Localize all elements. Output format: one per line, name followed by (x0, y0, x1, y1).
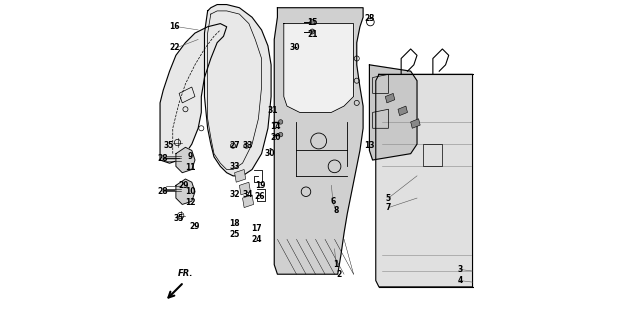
Polygon shape (369, 65, 417, 160)
Text: 20: 20 (271, 133, 281, 142)
Circle shape (244, 143, 249, 148)
Text: 33: 33 (229, 162, 240, 171)
Text: 31: 31 (268, 106, 278, 115)
Circle shape (278, 120, 283, 124)
Text: 21: 21 (307, 30, 317, 39)
Circle shape (310, 20, 315, 25)
Text: 15: 15 (307, 18, 317, 27)
Polygon shape (176, 147, 195, 173)
Text: 29: 29 (179, 181, 189, 190)
Text: 9: 9 (187, 152, 193, 161)
Text: 10: 10 (185, 187, 196, 196)
Text: 30: 30 (290, 43, 300, 52)
Polygon shape (398, 106, 408, 116)
Text: 17: 17 (252, 224, 262, 233)
Text: 11: 11 (185, 164, 196, 172)
FancyArrowPatch shape (295, 47, 296, 48)
Polygon shape (235, 170, 245, 182)
Text: 13: 13 (364, 141, 375, 150)
Text: 4: 4 (457, 276, 463, 285)
Text: 1: 1 (334, 260, 339, 269)
Text: 26: 26 (255, 192, 265, 201)
Text: 32: 32 (229, 190, 240, 199)
Text: 23: 23 (364, 14, 375, 23)
Text: 22: 22 (169, 43, 180, 52)
Polygon shape (376, 74, 473, 287)
Text: 35: 35 (174, 214, 184, 223)
Text: 27: 27 (229, 141, 240, 150)
Text: 3: 3 (457, 265, 463, 274)
Circle shape (310, 29, 315, 34)
Circle shape (278, 132, 283, 137)
Polygon shape (411, 119, 420, 128)
Text: 28: 28 (157, 154, 168, 163)
Text: 8: 8 (333, 206, 339, 215)
Polygon shape (386, 93, 395, 103)
FancyArrowPatch shape (270, 148, 271, 149)
Text: 16: 16 (169, 22, 180, 31)
Text: 28: 28 (157, 187, 168, 196)
Text: 7: 7 (386, 203, 391, 212)
Polygon shape (160, 24, 227, 163)
Text: 33: 33 (242, 141, 252, 150)
Text: 12: 12 (185, 198, 196, 207)
Polygon shape (176, 179, 195, 204)
Text: 29: 29 (190, 222, 200, 231)
Polygon shape (204, 4, 271, 176)
Text: 19: 19 (255, 181, 265, 190)
Text: 2: 2 (337, 270, 342, 279)
Polygon shape (242, 195, 254, 208)
Text: 6: 6 (330, 197, 336, 206)
Text: 30: 30 (264, 149, 274, 158)
Text: FR.: FR. (177, 269, 193, 278)
Text: 34: 34 (242, 190, 252, 199)
Text: 14: 14 (271, 122, 281, 131)
Polygon shape (284, 24, 353, 112)
Text: 35: 35 (164, 141, 174, 150)
Text: 18: 18 (229, 219, 240, 228)
Text: 24: 24 (252, 235, 262, 244)
Polygon shape (274, 8, 363, 274)
Polygon shape (239, 182, 251, 195)
Text: 5: 5 (386, 194, 391, 203)
Text: 25: 25 (230, 230, 240, 239)
Circle shape (230, 143, 235, 148)
